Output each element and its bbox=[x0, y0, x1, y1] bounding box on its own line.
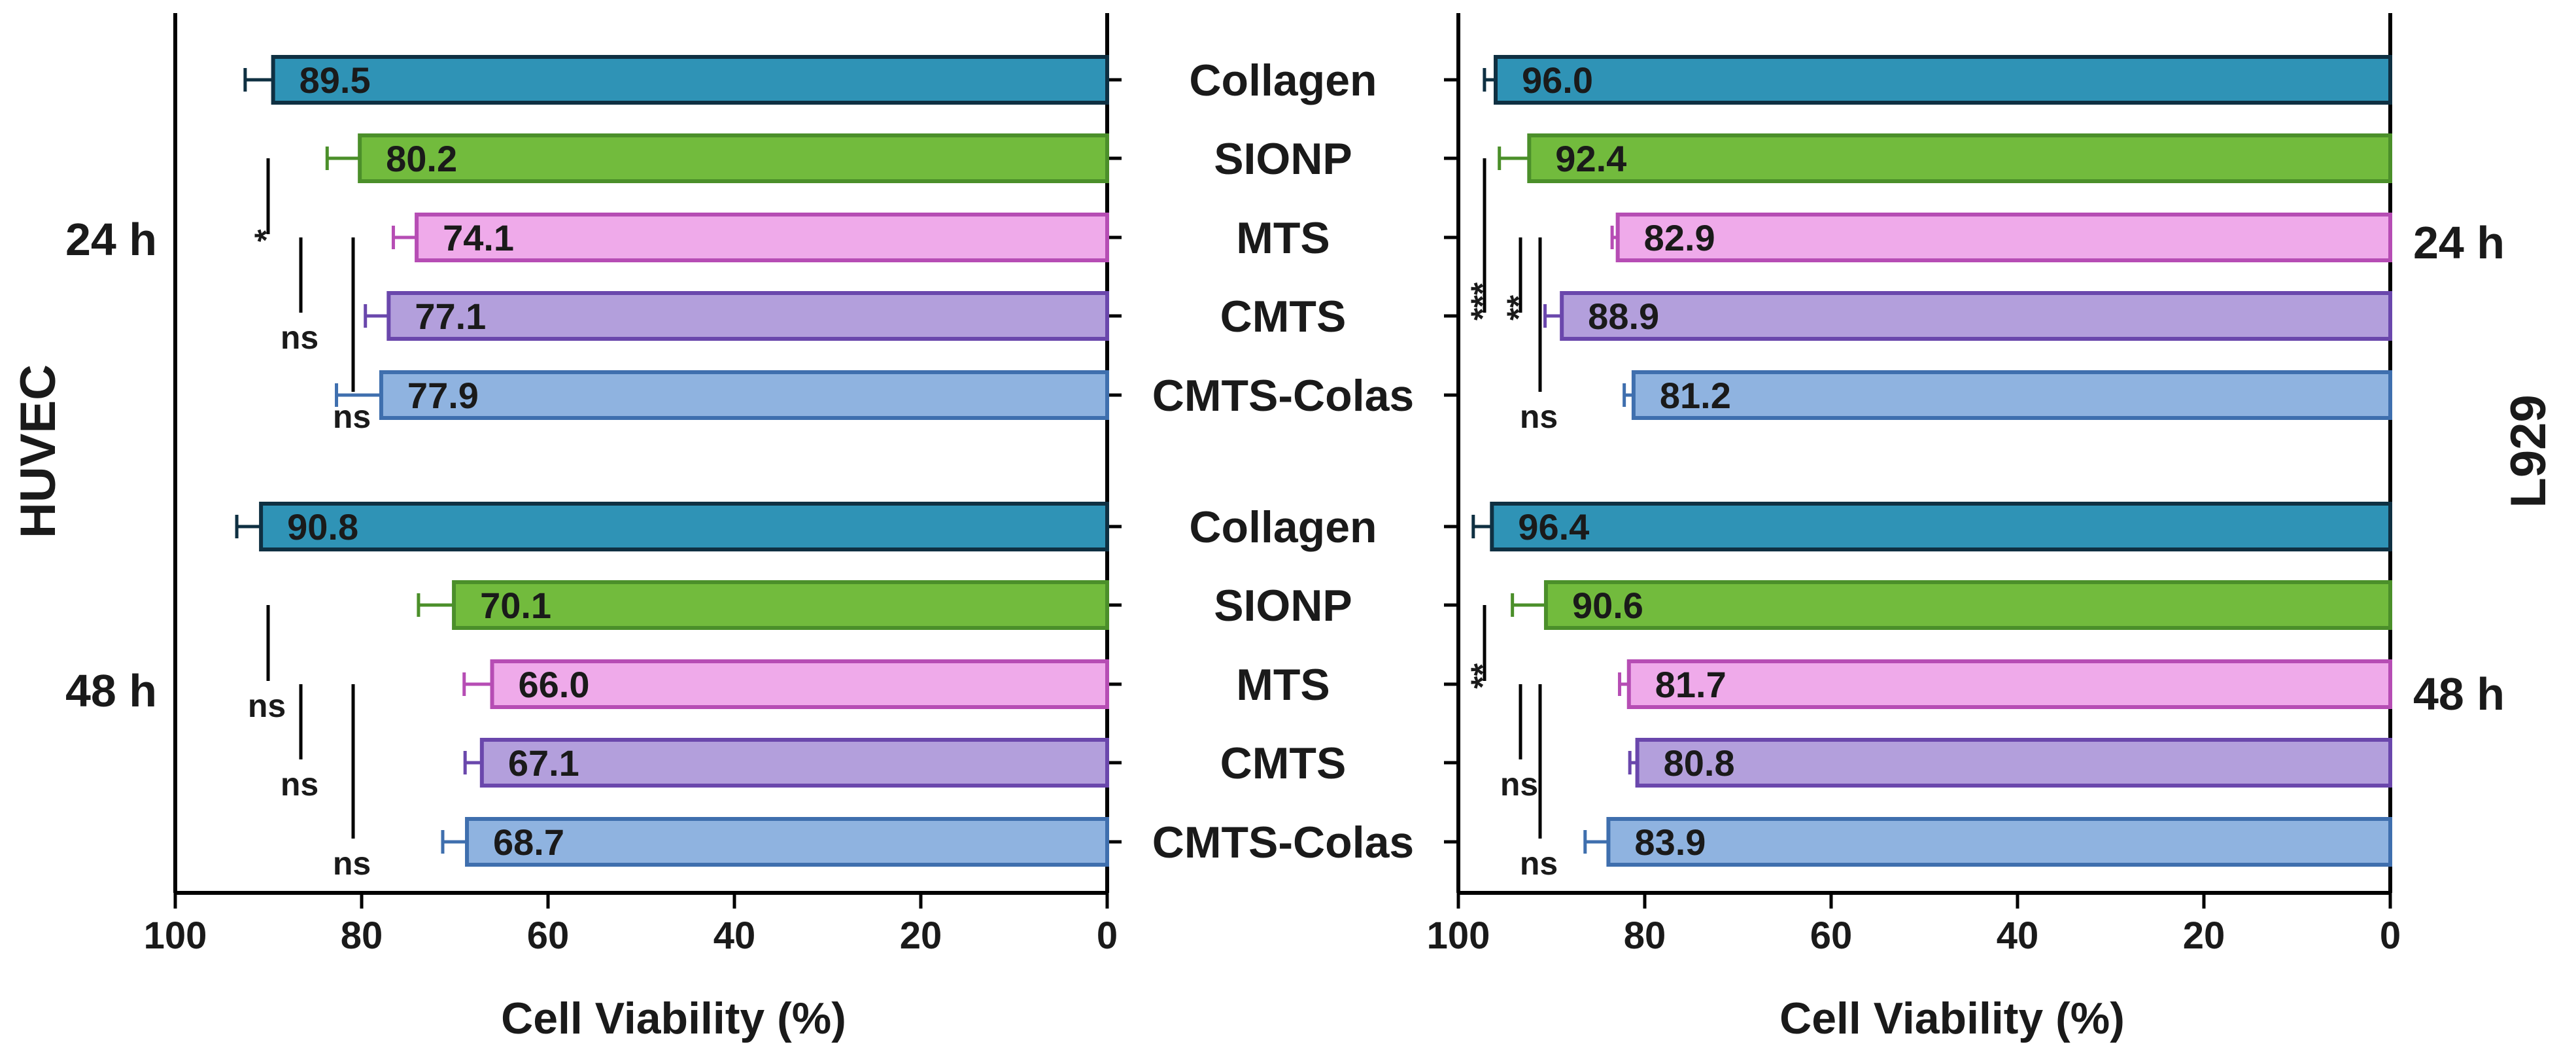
data-label: 70.1 bbox=[480, 585, 551, 626]
left-48h-label: 48 h bbox=[65, 665, 157, 716]
bar-sionp-24h bbox=[1527, 133, 2392, 183]
category-label: SIONP bbox=[1214, 134, 1352, 184]
data-label: 90.6 bbox=[1572, 585, 1643, 626]
data-label: 81.2 bbox=[1660, 375, 1731, 416]
x-tick-label: 20 bbox=[2183, 914, 2225, 957]
x-tick-label: 100 bbox=[1427, 914, 1490, 957]
significance-label: ns bbox=[333, 845, 371, 882]
data-label: 83.9 bbox=[1634, 822, 1706, 863]
bar-mts-48h bbox=[1626, 659, 2392, 709]
data-label: 77.1 bbox=[415, 296, 486, 337]
significance-label: ns bbox=[1500, 766, 1538, 803]
bar-collagen-48h bbox=[259, 502, 1110, 551]
x-tick-label: 0 bbox=[1097, 914, 1118, 957]
bar-cmts-colas-48h bbox=[1606, 817, 2392, 867]
significance-label: * bbox=[248, 229, 284, 242]
x-tick-label: 20 bbox=[900, 914, 942, 957]
data-label: 90.8 bbox=[287, 506, 358, 547]
bar-cmts-colas-24h bbox=[1631, 370, 2392, 420]
data-label: 67.1 bbox=[508, 742, 579, 784]
significance-label: *** bbox=[1464, 282, 1501, 321]
right-48h-label: 48 h bbox=[2413, 668, 2505, 720]
bar-sionp-24h bbox=[358, 133, 1109, 183]
data-label: 68.7 bbox=[493, 822, 564, 863]
bar-collagen-48h bbox=[1490, 502, 2392, 551]
bar-cmts-24h bbox=[1560, 291, 2392, 341]
bar-mts-48h bbox=[490, 659, 1109, 709]
bars-layer bbox=[235, 55, 2393, 867]
category-label: CMTS-Colas bbox=[1152, 818, 1414, 867]
category-label: MTS bbox=[1236, 660, 1330, 710]
bar-cmts-colas-24h bbox=[379, 370, 1109, 420]
significance-label: ns bbox=[281, 319, 318, 356]
x-tick-label: 40 bbox=[1997, 914, 2039, 957]
data-label: 81.7 bbox=[1655, 664, 1726, 705]
x-tick-label: 0 bbox=[2380, 914, 2401, 957]
category-label: Collagen bbox=[1189, 502, 1377, 552]
labels-layer: 24 h 48 h 24 h 48 h HUVEC L929 Cell Viab… bbox=[10, 56, 2556, 1043]
x-tick-label: 40 bbox=[713, 914, 756, 957]
data-label: 80.2 bbox=[386, 138, 457, 179]
data-label: 96.4 bbox=[1518, 506, 1589, 547]
category-label: CMTS bbox=[1220, 292, 1347, 341]
category-label: Collagen bbox=[1189, 56, 1377, 105]
data-label: 88.9 bbox=[1588, 296, 1659, 337]
data-label: 96.0 bbox=[1522, 60, 1593, 101]
left-x-axis-title: Cell Viability (%) bbox=[501, 994, 846, 1043]
bar-mts-24h bbox=[415, 213, 1110, 262]
x-tick-label: 60 bbox=[1810, 914, 1853, 957]
x-tick-label: 80 bbox=[1624, 914, 1666, 957]
significance-label: ** bbox=[1500, 295, 1537, 321]
right-x-axis-title: Cell Viability (%) bbox=[1779, 994, 2125, 1043]
x-tick-label: 80 bbox=[341, 914, 383, 957]
bar-sionp-48h bbox=[452, 580, 1109, 630]
bar-sionp-48h bbox=[1543, 580, 2392, 630]
bar-cmts-48h bbox=[1635, 738, 2393, 788]
x-tick-label: 100 bbox=[144, 914, 207, 957]
huvec-label: HUVEC bbox=[10, 364, 66, 538]
category-label: CMTS bbox=[1220, 738, 1347, 788]
data-label: 66.0 bbox=[519, 664, 590, 705]
significance-label: ns bbox=[248, 687, 286, 724]
data-label: 77.9 bbox=[407, 375, 479, 416]
bar-cmts-colas-48h bbox=[465, 817, 1109, 867]
l929-label: L929 bbox=[2501, 394, 2556, 508]
significance-label: ns bbox=[1520, 398, 1558, 435]
category-label: SIONP bbox=[1214, 581, 1352, 631]
significance-label: ** bbox=[1464, 663, 1501, 689]
right-24h-label: 24 h bbox=[2413, 217, 2505, 268]
bar-collagen-24h bbox=[271, 55, 1109, 105]
left-24h-label: 24 h bbox=[65, 214, 157, 265]
bar-cmts-24h bbox=[386, 291, 1110, 341]
data-label: 89.5 bbox=[300, 60, 371, 101]
bar-collagen-24h bbox=[1494, 55, 2392, 105]
data-label: 74.1 bbox=[443, 217, 514, 258]
data-label: 92.4 bbox=[1555, 138, 1626, 179]
significance-label: ns bbox=[281, 766, 318, 803]
category-label: CMTS-Colas bbox=[1152, 371, 1414, 421]
significance-label: ns bbox=[1520, 845, 1558, 882]
significance-label: ns bbox=[333, 398, 371, 435]
x-tick-label: 60 bbox=[527, 914, 570, 957]
data-label: 80.8 bbox=[1664, 742, 1735, 784]
bar-mts-24h bbox=[1615, 213, 2392, 262]
data-label: 82.9 bbox=[1644, 217, 1715, 258]
category-label: MTS bbox=[1236, 213, 1330, 263]
